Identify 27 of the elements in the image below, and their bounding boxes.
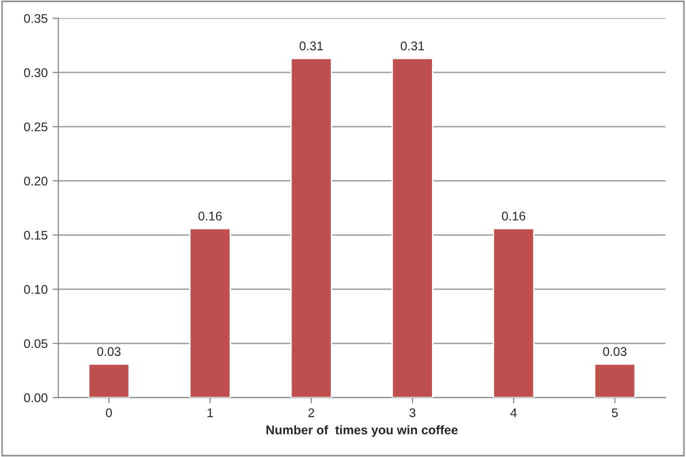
y-tick-label: 0.30 (24, 68, 48, 78)
data-label: 0.16 (198, 212, 222, 220)
x-tick-label: 3 (409, 408, 416, 418)
x-tick-label: 0 (106, 408, 112, 418)
y-tick-label: 0.05 (24, 339, 48, 348)
y-tick-label: 0.25 (24, 122, 48, 132)
y-tick-label: 0.35 (24, 14, 48, 23)
bar (189, 228, 232, 398)
bar (88, 363, 130, 398)
y-tick-label: 0.00 (24, 393, 48, 402)
bar (492, 228, 535, 398)
y-tick-label: 0.10 (24, 285, 48, 294)
data-label: 0.31 (300, 42, 323, 50)
x-tick-label: 5 (612, 408, 618, 418)
y-tick-label: 0.15 (24, 230, 48, 240)
data-label: 0.31 (400, 42, 424, 50)
bar (594, 363, 636, 398)
x-tick-label: 1 (208, 408, 213, 418)
y-tick-label: 0.20 (24, 176, 48, 186)
x-tick-label: 2 (308, 408, 314, 418)
data-label: 0.03 (603, 347, 626, 356)
data-label: 0.16 (502, 212, 526, 220)
bar (290, 58, 332, 398)
bar (392, 58, 434, 398)
data-label: 0.03 (97, 347, 121, 356)
x-tick-label: 4 (510, 408, 517, 418)
x-axis-title: Number of times you win coffee (266, 425, 458, 437)
